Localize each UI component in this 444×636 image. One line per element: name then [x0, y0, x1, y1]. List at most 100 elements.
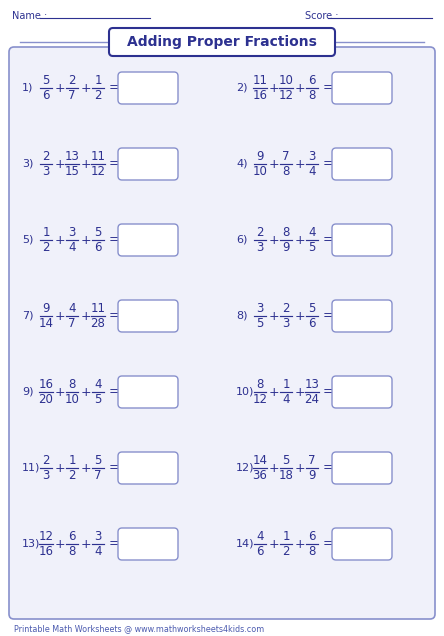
Text: 2: 2 — [68, 469, 76, 482]
Text: 14: 14 — [39, 317, 53, 330]
Text: 13: 13 — [64, 150, 79, 163]
Text: 28: 28 — [91, 317, 105, 330]
Text: 11): 11) — [22, 463, 40, 473]
FancyBboxPatch shape — [118, 72, 178, 104]
FancyBboxPatch shape — [332, 528, 392, 560]
Text: 2: 2 — [282, 545, 290, 558]
Text: +: + — [55, 310, 65, 322]
Text: 1: 1 — [42, 226, 50, 239]
Text: +: + — [55, 158, 65, 170]
Text: +: + — [295, 310, 305, 322]
Text: 4: 4 — [68, 302, 76, 315]
Text: =: = — [323, 462, 333, 474]
Text: 6: 6 — [256, 545, 264, 558]
FancyBboxPatch shape — [118, 148, 178, 180]
Text: +: + — [81, 537, 91, 551]
Text: 4: 4 — [308, 165, 316, 178]
Text: +: + — [295, 233, 305, 247]
Text: =: = — [323, 158, 333, 170]
FancyBboxPatch shape — [109, 28, 335, 56]
Text: 6: 6 — [42, 89, 50, 102]
Text: 12: 12 — [91, 165, 106, 178]
Text: +: + — [55, 537, 65, 551]
Text: 3: 3 — [42, 165, 50, 178]
Text: 13: 13 — [305, 378, 319, 391]
Text: 7: 7 — [282, 150, 290, 163]
Text: +: + — [81, 158, 91, 170]
Text: 1: 1 — [282, 378, 290, 391]
Text: 8: 8 — [308, 545, 316, 558]
Text: 4: 4 — [94, 378, 102, 391]
Text: 16: 16 — [39, 378, 53, 391]
Text: =: = — [323, 385, 333, 399]
Text: 12: 12 — [253, 393, 267, 406]
FancyBboxPatch shape — [118, 452, 178, 484]
Text: 2: 2 — [256, 226, 264, 239]
Text: 5: 5 — [308, 241, 316, 254]
FancyBboxPatch shape — [332, 300, 392, 332]
FancyBboxPatch shape — [118, 528, 178, 560]
Text: 4: 4 — [308, 226, 316, 239]
Text: 18: 18 — [278, 469, 293, 482]
Text: 2: 2 — [68, 74, 76, 87]
Text: 3: 3 — [256, 302, 264, 315]
Text: =: = — [109, 158, 119, 170]
Text: 1): 1) — [22, 83, 33, 93]
Text: 8: 8 — [282, 165, 289, 178]
Text: 4: 4 — [94, 545, 102, 558]
FancyBboxPatch shape — [9, 47, 435, 619]
Text: 11: 11 — [253, 74, 267, 87]
Text: =: = — [109, 385, 119, 399]
Text: +: + — [81, 462, 91, 474]
Text: 5: 5 — [42, 74, 50, 87]
Text: Printable Math Worksheets @ www.mathworksheets4kids.com: Printable Math Worksheets @ www.mathwork… — [14, 625, 264, 633]
Text: 14: 14 — [253, 454, 267, 467]
Text: 16: 16 — [39, 545, 53, 558]
Text: 10: 10 — [253, 165, 267, 178]
Text: 20: 20 — [39, 393, 53, 406]
Text: +: + — [55, 462, 65, 474]
Text: 12): 12) — [236, 463, 254, 473]
Text: +: + — [55, 233, 65, 247]
Text: 11: 11 — [91, 150, 106, 163]
Text: 9: 9 — [308, 469, 316, 482]
Text: 12: 12 — [39, 530, 53, 543]
Text: +: + — [55, 385, 65, 399]
Text: 3: 3 — [42, 469, 50, 482]
Text: 4: 4 — [256, 530, 264, 543]
Text: 2: 2 — [42, 241, 50, 254]
Text: =: = — [109, 310, 119, 322]
Text: 7): 7) — [22, 311, 33, 321]
Text: +: + — [295, 385, 305, 399]
Text: 1: 1 — [282, 530, 290, 543]
FancyBboxPatch shape — [118, 376, 178, 408]
Text: 5: 5 — [282, 454, 289, 467]
Text: +: + — [81, 81, 91, 95]
Text: 16: 16 — [253, 89, 267, 102]
Text: 6: 6 — [308, 317, 316, 330]
Text: 10: 10 — [278, 74, 293, 87]
Text: 9: 9 — [42, 302, 50, 315]
Text: 5: 5 — [256, 317, 264, 330]
Text: +: + — [81, 233, 91, 247]
Text: 12: 12 — [278, 89, 293, 102]
FancyBboxPatch shape — [332, 376, 392, 408]
Text: +: + — [269, 233, 279, 247]
Text: 7: 7 — [68, 317, 76, 330]
Text: 6: 6 — [94, 241, 102, 254]
Text: 14): 14) — [236, 539, 254, 549]
Text: =: = — [323, 310, 333, 322]
Text: +: + — [295, 537, 305, 551]
Text: =: = — [109, 462, 119, 474]
Text: 3: 3 — [282, 317, 289, 330]
Text: 9: 9 — [282, 241, 290, 254]
Text: +: + — [81, 310, 91, 322]
Text: =: = — [109, 81, 119, 95]
Text: +: + — [81, 385, 91, 399]
Text: 10: 10 — [64, 393, 79, 406]
Text: 3: 3 — [68, 226, 75, 239]
Text: 2: 2 — [94, 89, 102, 102]
Text: 8): 8) — [236, 311, 247, 321]
Text: 6: 6 — [308, 530, 316, 543]
Text: 3: 3 — [256, 241, 264, 254]
